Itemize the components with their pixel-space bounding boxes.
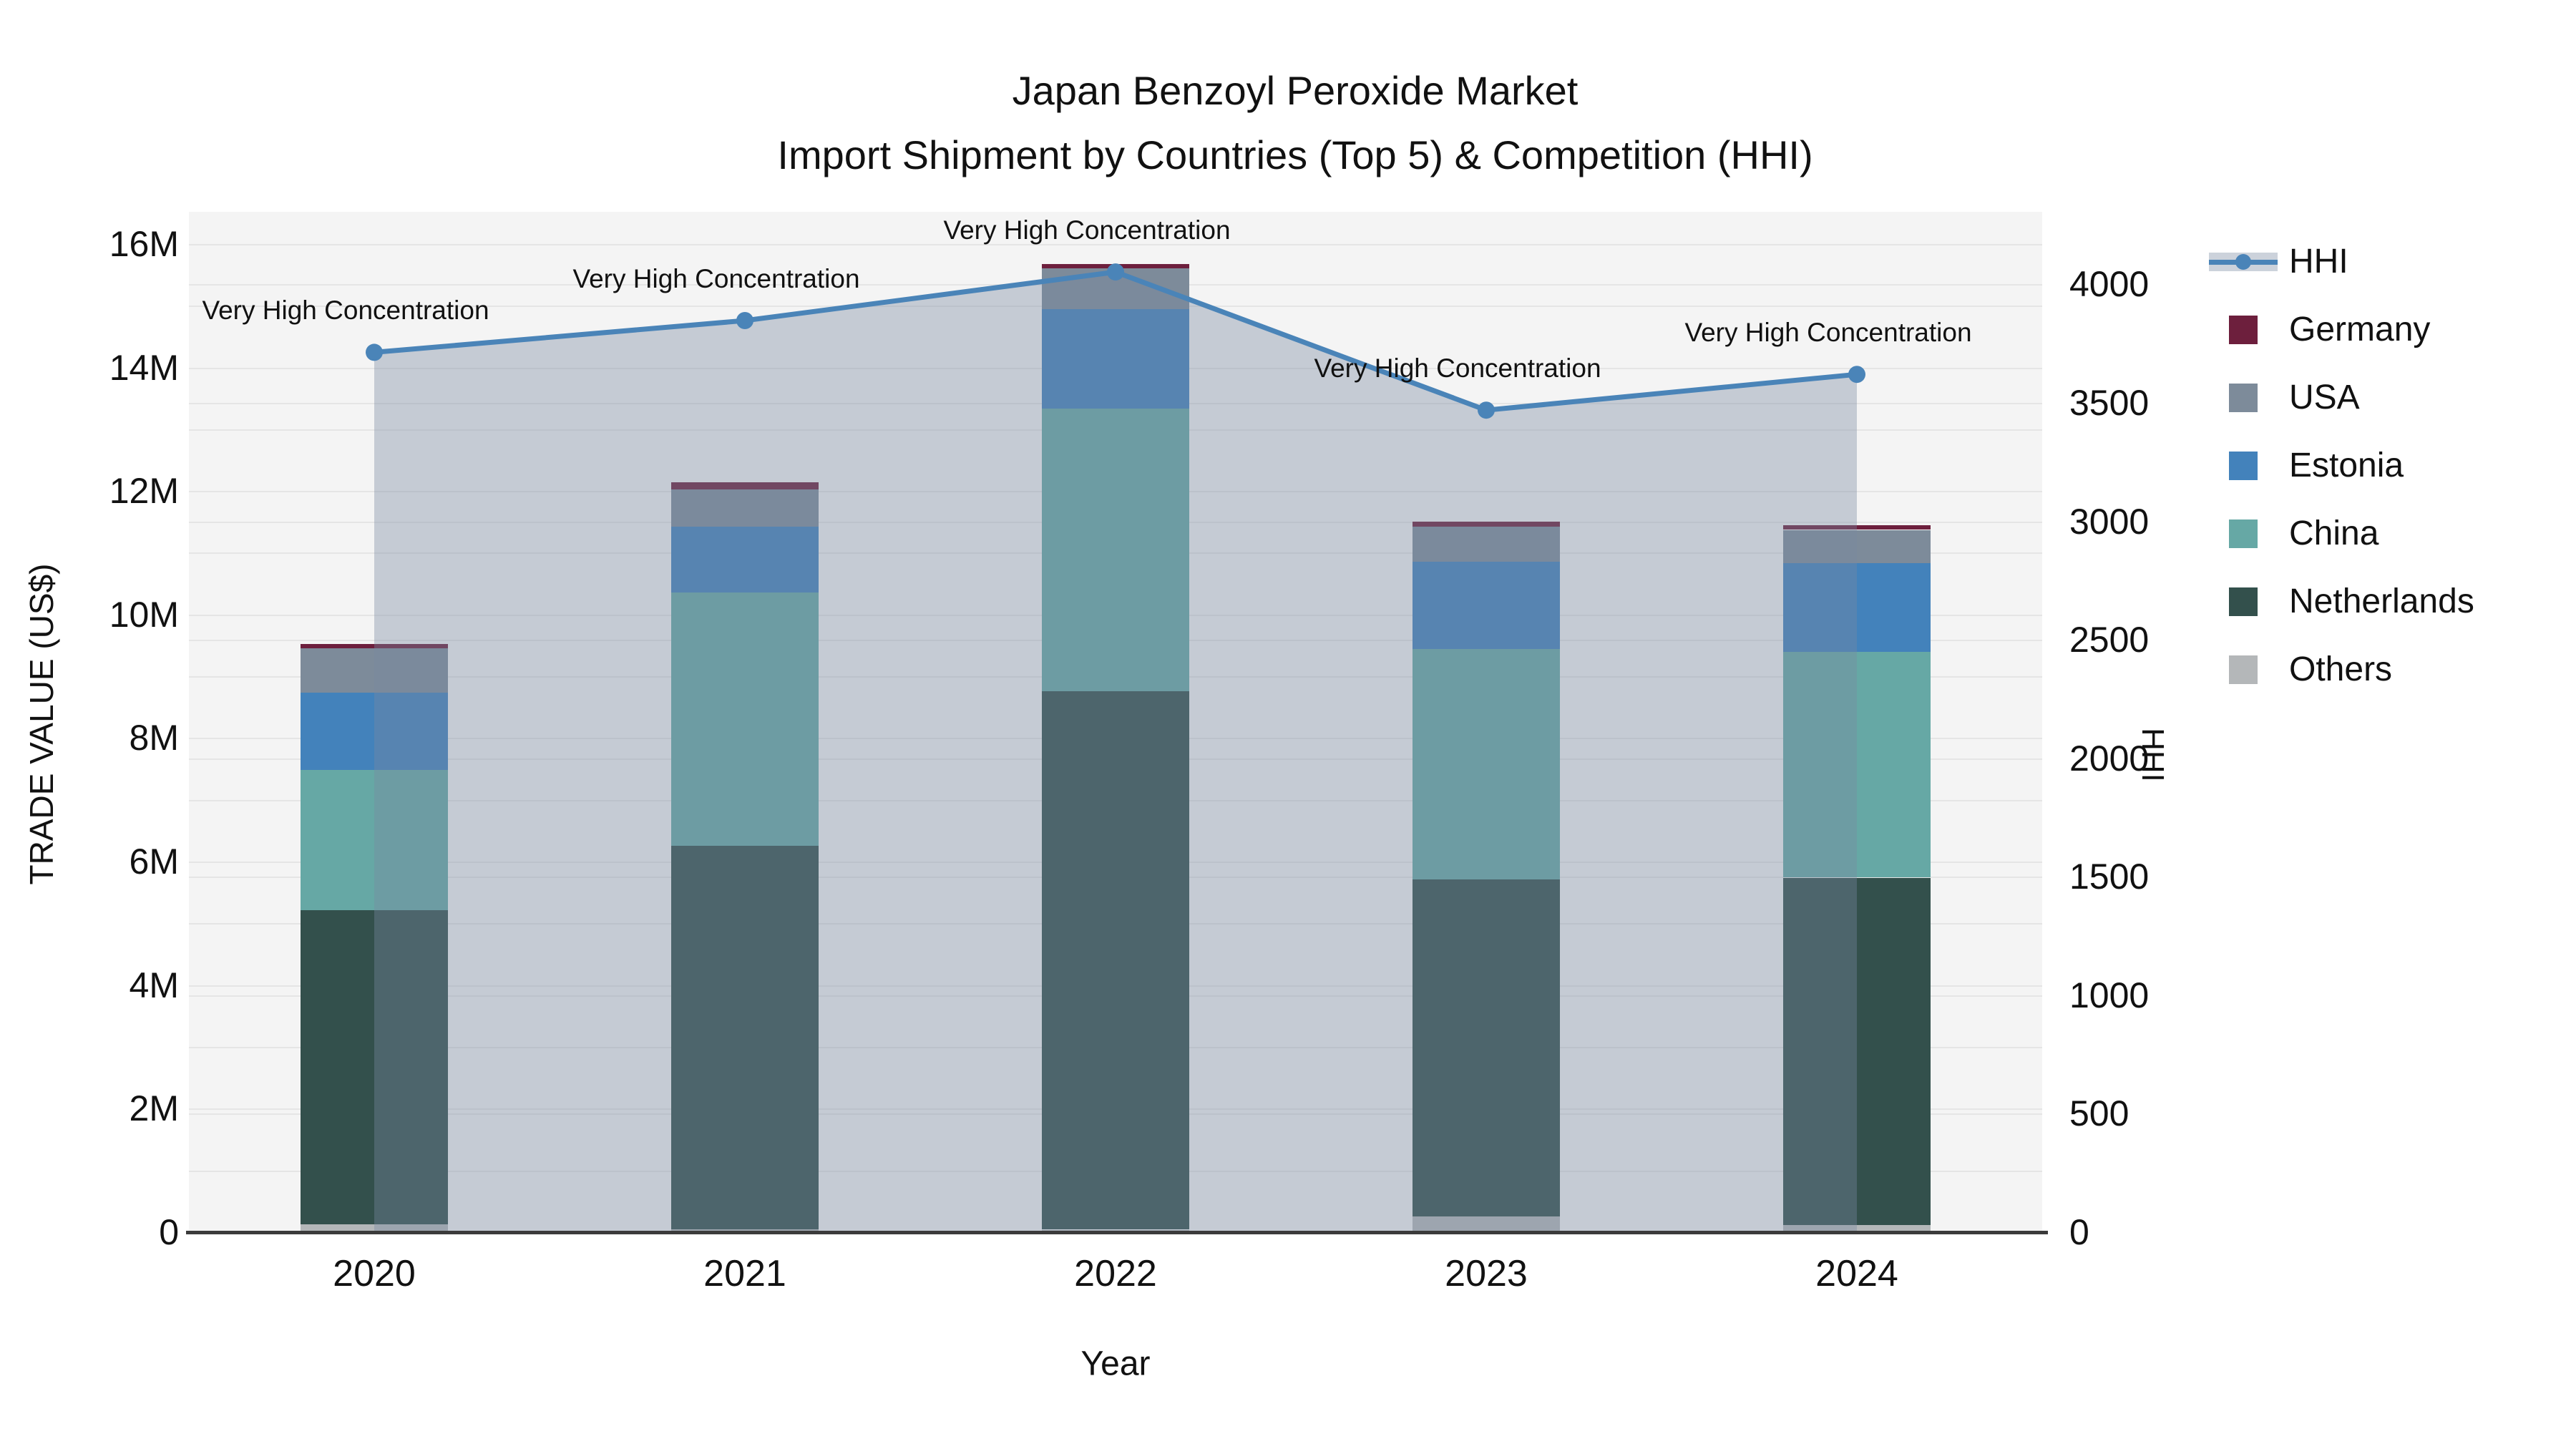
legend-label-estonia: Estonia — [2289, 447, 2404, 484]
right-tick-2500: 2500 — [2069, 620, 2150, 660]
annotation-2020: Very High Concentration — [202, 296, 489, 326]
annotation-2021: Very High Concentration — [572, 264, 860, 293]
right-tick-3000: 3000 — [2069, 502, 2150, 542]
bar-segment-estonia-2024 — [1783, 563, 1931, 652]
legend: HHI Germany USA Estonia China Netherlands Othe… — [2207, 228, 2474, 703]
bar-segment-netherlands-2020 — [301, 910, 448, 1224]
x-axis-title: Year — [1080, 1345, 1151, 1383]
legend-label-usa: USA — [2289, 379, 2360, 416]
legend-item-others[interactable]: Others — [2207, 635, 2474, 703]
bar-segment-germany-2020 — [301, 644, 448, 649]
right-tick-0: 0 — [2069, 1212, 2089, 1252]
china-swatch-icon — [2207, 519, 2279, 548]
bar-segment-china-2021 — [671, 592, 819, 846]
annotation-2023: Very High Concentration — [1314, 353, 1601, 384]
x-tick-2024: 2024 — [1815, 1253, 1898, 1294]
bar-segment-germany-2021 — [671, 482, 819, 489]
bar-segment-germany-2024 — [1783, 525, 1931, 530]
left-axis-title: TRADE VALUE (US$) — [23, 563, 60, 885]
bar-segment-china-2024 — [1783, 651, 1931, 878]
bar-segment-germany-2022 — [1042, 263, 1189, 268]
x-tick-2020: 2020 — [333, 1253, 416, 1294]
bar-segment-usa-2022 — [1042, 268, 1189, 309]
right-tick-500: 500 — [2069, 1093, 2129, 1133]
bar-segment-china-2022 — [1042, 408, 1189, 691]
left-tick-6M: 6M — [129, 841, 179, 882]
bar-segment-china-2023 — [1413, 649, 1560, 880]
bar-segment-netherlands-2022 — [1042, 691, 1189, 1230]
bar-segment-usa-2024 — [1783, 530, 1931, 564]
bar-segment-estonia-2023 — [1413, 562, 1560, 650]
bar-segment-china-2020 — [301, 770, 448, 911]
bar-segment-others-2024 — [1783, 1224, 1931, 1232]
legend-label-others: Others — [2289, 650, 2393, 688]
chart-title-line2: Import Shipment by Countries (Top 5) & C… — [777, 132, 1813, 177]
left-tick-0: 0 — [159, 1212, 179, 1252]
bar-segment-netherlands-2024 — [1783, 877, 1931, 1225]
right-axis-title: HHI — [2135, 728, 2170, 782]
left-tick-16M: 16M — [109, 224, 179, 264]
annotation-2024: Very High Concentration — [1684, 318, 1972, 348]
chart-title-line1: Japan Benzoyl Peroxide Market — [1012, 68, 1579, 113]
bar-segment-estonia-2020 — [301, 693, 448, 771]
left-tick-12M: 12M — [109, 471, 179, 511]
bar-segment-others-2020 — [301, 1224, 448, 1232]
chart-title: Japan Benzoyl Peroxide Market Import Shi… — [777, 59, 1813, 187]
netherlands-swatch-icon — [2207, 587, 2279, 616]
left-tick-2M: 2M — [129, 1088, 179, 1128]
legend-item-usa[interactable]: USA — [2207, 364, 2474, 431]
bar-segment-others-2023 — [1413, 1216, 1560, 1232]
bar-segment-germany-2023 — [1413, 521, 1560, 527]
left-tick-10M: 10M — [109, 595, 179, 635]
left-tick-8M: 8M — [129, 718, 179, 758]
x-tick-2022: 2022 — [1074, 1253, 1157, 1294]
right-tick-4000: 4000 — [2069, 264, 2150, 304]
bar-segment-usa-2021 — [671, 489, 819, 527]
gridline-left-16M — [189, 244, 2042, 245]
x-tick-2023: 2023 — [1445, 1253, 1528, 1294]
bar-segment-netherlands-2021 — [671, 845, 819, 1229]
legend-label-china: China — [2289, 514, 2379, 552]
bar-segment-netherlands-2023 — [1413, 879, 1560, 1217]
legend-label-germany: Germany — [2289, 311, 2431, 348]
others-swatch-icon — [2207, 655, 2279, 684]
right-tick-2000: 2000 — [2069, 738, 2150, 779]
right-tick-3500: 3500 — [2069, 383, 2150, 423]
germany-swatch-icon — [2207, 315, 2279, 344]
bar-segment-others-2021 — [671, 1229, 819, 1232]
bar-segment-usa-2023 — [1413, 527, 1560, 562]
x-axis-line — [186, 1231, 2048, 1234]
right-tick-1500: 1500 — [2069, 857, 2150, 897]
legend-item-hhi[interactable]: HHI — [2207, 228, 2474, 296]
hhi-line-legend-icon — [2207, 252, 2279, 271]
legend-item-netherlands[interactable]: Netherlands — [2207, 567, 2474, 635]
bar-segment-estonia-2021 — [671, 527, 819, 592]
legend-item-germany[interactable]: Germany — [2207, 296, 2474, 364]
annotation-2022: Very High Concentration — [943, 215, 1231, 245]
legend-item-estonia[interactable]: Estonia — [2207, 431, 2474, 499]
x-tick-2021: 2021 — [703, 1253, 786, 1294]
usa-swatch-icon — [2207, 383, 2279, 412]
legend-label-netherlands: Netherlands — [2289, 582, 2474, 620]
legend-item-china[interactable]: China — [2207, 499, 2474, 567]
bar-segment-estonia-2022 — [1042, 308, 1189, 409]
bar-segment-usa-2020 — [301, 648, 448, 693]
legend-label-hhi: HHI — [2289, 243, 2348, 280]
estonia-swatch-icon — [2207, 451, 2279, 480]
left-tick-4M: 4M — [129, 965, 179, 1005]
left-tick-14M: 14M — [109, 348, 179, 388]
right-tick-1000: 1000 — [2069, 975, 2150, 1015]
